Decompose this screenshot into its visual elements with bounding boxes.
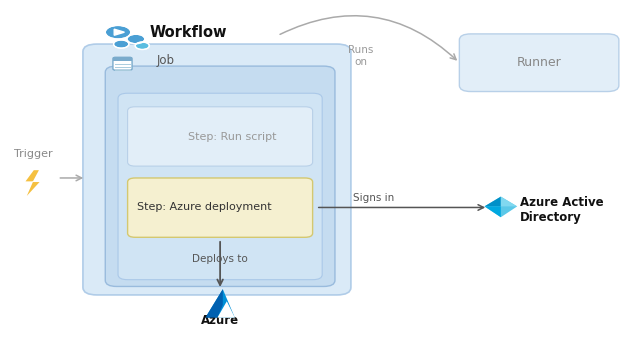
Polygon shape bbox=[484, 206, 501, 217]
FancyBboxPatch shape bbox=[128, 107, 313, 166]
FancyBboxPatch shape bbox=[118, 93, 322, 280]
Text: Step: Run script: Step: Run script bbox=[188, 132, 277, 142]
Polygon shape bbox=[26, 170, 40, 196]
FancyBboxPatch shape bbox=[105, 66, 335, 286]
Polygon shape bbox=[484, 197, 501, 206]
Text: Runner: Runner bbox=[517, 56, 561, 69]
Polygon shape bbox=[114, 29, 124, 35]
Circle shape bbox=[105, 25, 131, 39]
Circle shape bbox=[127, 34, 145, 44]
Text: Step: Azure deployment: Step: Azure deployment bbox=[137, 202, 272, 213]
Text: Deploys to: Deploys to bbox=[192, 254, 248, 264]
Text: Azure: Azure bbox=[201, 314, 239, 327]
Polygon shape bbox=[205, 289, 235, 318]
Text: Runs
on: Runs on bbox=[348, 45, 373, 67]
Polygon shape bbox=[219, 312, 235, 318]
Circle shape bbox=[114, 40, 129, 48]
Polygon shape bbox=[501, 197, 517, 206]
Text: Trigger: Trigger bbox=[14, 149, 52, 159]
Circle shape bbox=[135, 42, 149, 49]
FancyBboxPatch shape bbox=[83, 44, 351, 295]
FancyBboxPatch shape bbox=[459, 34, 619, 92]
FancyBboxPatch shape bbox=[113, 57, 132, 61]
Text: Job: Job bbox=[156, 54, 174, 67]
Text: Workflow: Workflow bbox=[150, 25, 227, 40]
Polygon shape bbox=[205, 289, 223, 318]
Text: Signs in: Signs in bbox=[353, 193, 394, 203]
FancyBboxPatch shape bbox=[113, 57, 132, 70]
Text: Azure Active
Directory: Azure Active Directory bbox=[520, 196, 604, 224]
Polygon shape bbox=[484, 197, 517, 217]
FancyBboxPatch shape bbox=[128, 178, 313, 237]
Polygon shape bbox=[218, 301, 235, 318]
